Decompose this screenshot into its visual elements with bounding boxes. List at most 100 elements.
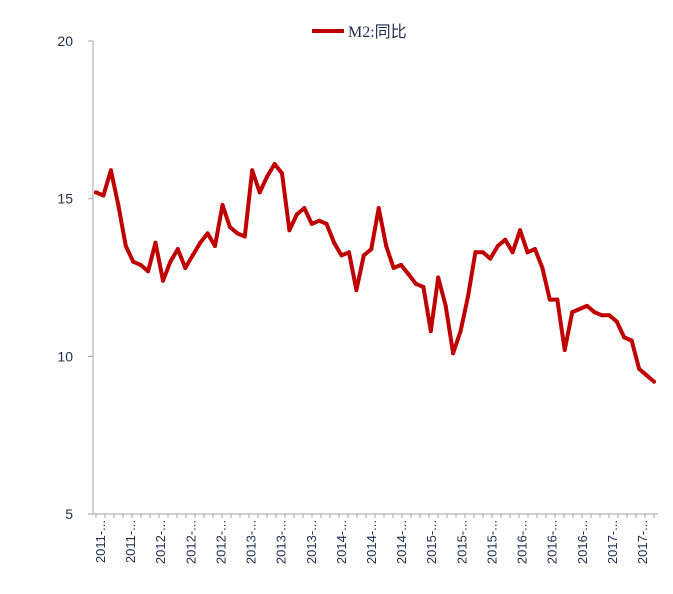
- axes: [92, 41, 658, 515]
- x-tick-label: 2013-...: [274, 520, 289, 564]
- data-point: [607, 313, 612, 318]
- data-point: [116, 203, 121, 207]
- data-point: [458, 329, 463, 334]
- series-line-m2: [94, 162, 656, 384]
- data-point: [495, 244, 500, 248]
- x-tick-label: 2016-...: [545, 520, 560, 564]
- y-tick-label: 10: [57, 348, 73, 364]
- x-tick-label: 2013-...: [244, 520, 259, 564]
- data-point: [510, 250, 515, 255]
- data-point: [138, 262, 143, 267]
- data-point: [347, 250, 351, 255]
- data-point: [317, 218, 322, 223]
- data-point: [518, 228, 523, 233]
- data-point: [242, 234, 247, 239]
- data-point: [562, 348, 567, 352]
- x-tick-label: 2017-...: [635, 520, 650, 564]
- data-point: [324, 221, 329, 226]
- data-point: [153, 240, 158, 245]
- data-point: [272, 162, 277, 166]
- x-tick-label: 2015-...: [454, 520, 469, 564]
- x-tick-label: 2014-...: [364, 520, 379, 564]
- x-tick-label: 2014-...: [334, 520, 349, 564]
- data-point: [480, 250, 485, 255]
- x-tick-label: 2016-...: [515, 520, 530, 564]
- y-tick-label: 15: [57, 191, 73, 207]
- data-point: [451, 351, 456, 356]
- data-point: [384, 244, 389, 248]
- data-point: [94, 190, 98, 195]
- data-point: [250, 168, 255, 173]
- data-point: [629, 338, 634, 343]
- data-point: [257, 190, 262, 195]
- data-point: [555, 297, 560, 302]
- data-point: [354, 288, 359, 293]
- data-point: [421, 285, 426, 289]
- data-point: [235, 231, 240, 236]
- data-point: [361, 253, 366, 258]
- data-point: [570, 310, 575, 315]
- y-ticks: 5 10 15 20: [57, 33, 93, 522]
- legend-series-label: M2:同比: [348, 23, 407, 41]
- data-point: [473, 250, 478, 255]
- x-tick-label: 2013-...: [304, 520, 319, 564]
- legend: M2:同比: [312, 23, 407, 41]
- data-point: [533, 247, 537, 252]
- data-point: [198, 240, 203, 245]
- data-point: [287, 228, 292, 233]
- data-point: [220, 203, 225, 207]
- data-point: [280, 171, 284, 176]
- data-point: [161, 278, 165, 283]
- data-point: [146, 269, 151, 274]
- x-ticks: 2011-... 2011-... 2012-... 2012-... 2012-...…: [93, 514, 655, 564]
- data-point: [376, 206, 381, 211]
- data-point: [101, 193, 106, 198]
- data-point: [391, 266, 396, 270]
- data-point: [525, 250, 530, 255]
- data-point: [183, 266, 188, 270]
- data-point: [622, 335, 627, 340]
- data-point: [413, 281, 418, 286]
- x-tick-label: 2015-...: [424, 520, 439, 564]
- x-tick-label: 2014-...: [394, 520, 409, 564]
- data-point: [190, 253, 195, 258]
- data-point: [339, 253, 344, 258]
- y-tick-label: 20: [57, 33, 73, 49]
- data-point: [637, 366, 642, 371]
- data-point: [466, 294, 470, 299]
- data-point: [644, 373, 649, 378]
- x-tick-label: 2015-...: [484, 520, 499, 564]
- x-tick-label: 2016-...: [575, 520, 590, 564]
- data-point: [503, 237, 508, 242]
- data-point: [302, 206, 307, 211]
- data-point: [592, 310, 597, 315]
- data-point: [652, 379, 656, 384]
- data-point: [294, 212, 299, 217]
- data-point: [131, 259, 136, 264]
- data-point: [213, 244, 217, 248]
- data-point: [577, 307, 582, 311]
- data-point: [227, 225, 232, 229]
- data-point: [205, 231, 210, 236]
- x-tick-label: 2011-...: [93, 520, 108, 563]
- x-tick-label: 2011-...: [123, 520, 138, 563]
- data-point: [614, 319, 619, 324]
- x-tick-label: 2012-...: [213, 520, 228, 564]
- x-tick-label: 2012-...: [183, 520, 198, 564]
- x-tick-label: 2012-...: [153, 520, 168, 564]
- data-point: [168, 259, 173, 264]
- data-point: [488, 256, 493, 261]
- y-tick-label: 5: [65, 506, 73, 522]
- data-point: [547, 297, 552, 302]
- data-point: [175, 247, 180, 252]
- data-point: [309, 221, 314, 226]
- data-point: [599, 313, 604, 318]
- data-point: [108, 168, 113, 173]
- x-tick-label: 2017-...: [605, 520, 620, 564]
- data-point: [540, 266, 545, 270]
- data-point: [369, 247, 374, 252]
- data-point: [436, 275, 441, 280]
- data-point: [123, 244, 128, 248]
- data-point: [332, 240, 337, 245]
